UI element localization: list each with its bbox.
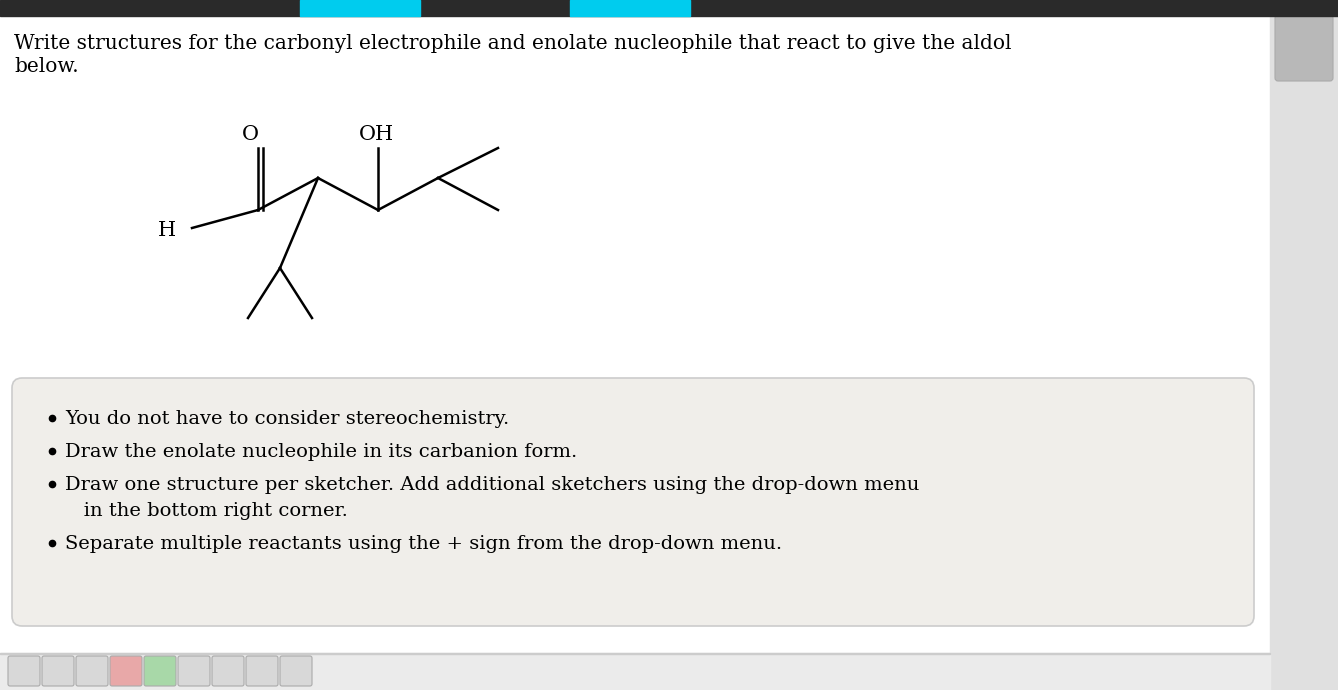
Text: OH: OH <box>359 125 393 144</box>
Text: Write structures for the carbonyl electrophile and enolate nucleophile that reac: Write structures for the carbonyl electr… <box>13 34 1012 53</box>
Text: Draw one structure per sketcher. Add additional sketchers using the drop-down me: Draw one structure per sketcher. Add add… <box>66 476 919 494</box>
FancyBboxPatch shape <box>246 656 278 686</box>
Text: You do not have to consider stereochemistry.: You do not have to consider stereochemis… <box>66 410 510 428</box>
Bar <box>0 653 1270 690</box>
FancyBboxPatch shape <box>110 656 142 686</box>
Text: in the bottom right corner.: in the bottom right corner. <box>66 502 348 520</box>
Text: O: O <box>241 125 258 144</box>
Bar <box>0 0 1338 16</box>
FancyBboxPatch shape <box>12 378 1254 626</box>
Text: below.: below. <box>13 57 79 76</box>
Text: H: H <box>158 221 177 239</box>
FancyBboxPatch shape <box>178 656 210 686</box>
FancyBboxPatch shape <box>41 656 74 686</box>
FancyBboxPatch shape <box>211 656 244 686</box>
Bar <box>300 0 420 16</box>
Bar <box>570 0 690 16</box>
FancyBboxPatch shape <box>8 656 40 686</box>
FancyBboxPatch shape <box>1275 15 1333 81</box>
FancyBboxPatch shape <box>280 656 312 686</box>
Text: Separate multiple reactants using the + sign from the drop-down menu.: Separate multiple reactants using the + … <box>66 535 783 553</box>
FancyBboxPatch shape <box>76 656 108 686</box>
FancyBboxPatch shape <box>145 656 177 686</box>
Text: Draw the enolate nucleophile in its carbanion form.: Draw the enolate nucleophile in its carb… <box>66 443 577 461</box>
Bar <box>0 653 1270 654</box>
Bar <box>1270 0 1338 690</box>
